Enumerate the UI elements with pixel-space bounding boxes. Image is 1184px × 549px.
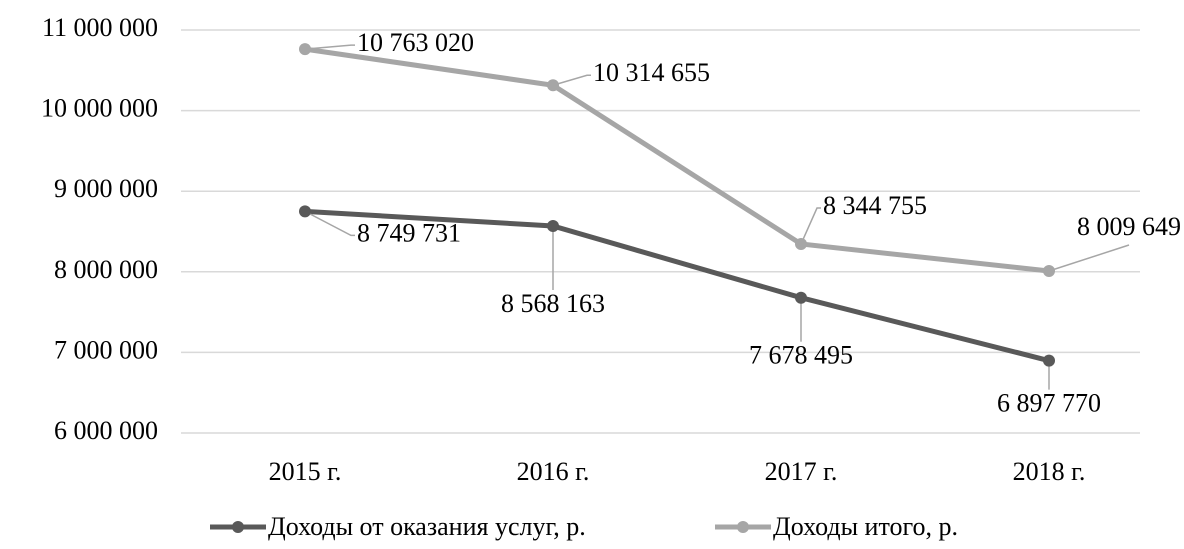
y-tick-label: 9 000 000 [54, 174, 158, 203]
x-tick-label: 2018 г. [1013, 457, 1086, 486]
leader-line [304, 44, 355, 50]
legend-marker [232, 521, 244, 533]
data-label: 8 749 731 [357, 218, 461, 247]
y-tick-label: 11 000 000 [42, 13, 158, 42]
y-tick-label: 8 000 000 [54, 255, 158, 284]
leader-line [800, 207, 821, 245]
data-label: 10 763 020 [357, 28, 474, 57]
point [547, 79, 559, 92]
point [795, 238, 807, 251]
point [299, 43, 311, 56]
data-label: 6 897 770 [997, 389, 1101, 418]
point [547, 220, 559, 233]
data-label: 8 344 755 [823, 191, 927, 220]
data-label: 8 009 649 [1077, 212, 1181, 241]
point [1043, 354, 1055, 367]
data-label: 8 568 163 [501, 289, 605, 318]
legend-marker [737, 521, 749, 533]
legend-label: Доходы от оказания услуг, р. [268, 512, 586, 541]
y-tick-label: 6 000 000 [54, 416, 158, 445]
x-tick-label: 2016 г. [517, 457, 590, 486]
data-label: 7 678 495 [749, 341, 853, 370]
legend-label: Доходы итого, р. [773, 512, 958, 541]
x-tick-label: 2017 г. [765, 457, 838, 486]
y-tick-label: 10 000 000 [41, 94, 158, 123]
data-label: 10 314 655 [593, 58, 710, 87]
leader-line [304, 210, 355, 237]
leader-line [552, 74, 591, 86]
x-tick-label: 2015 г. [269, 457, 342, 486]
point [795, 291, 807, 304]
series-line [304, 46, 1050, 274]
leader-line [1048, 244, 1130, 272]
series-line [304, 208, 1050, 364]
point [299, 205, 311, 218]
point [1043, 265, 1055, 278]
y-tick-label: 7 000 000 [54, 335, 158, 364]
